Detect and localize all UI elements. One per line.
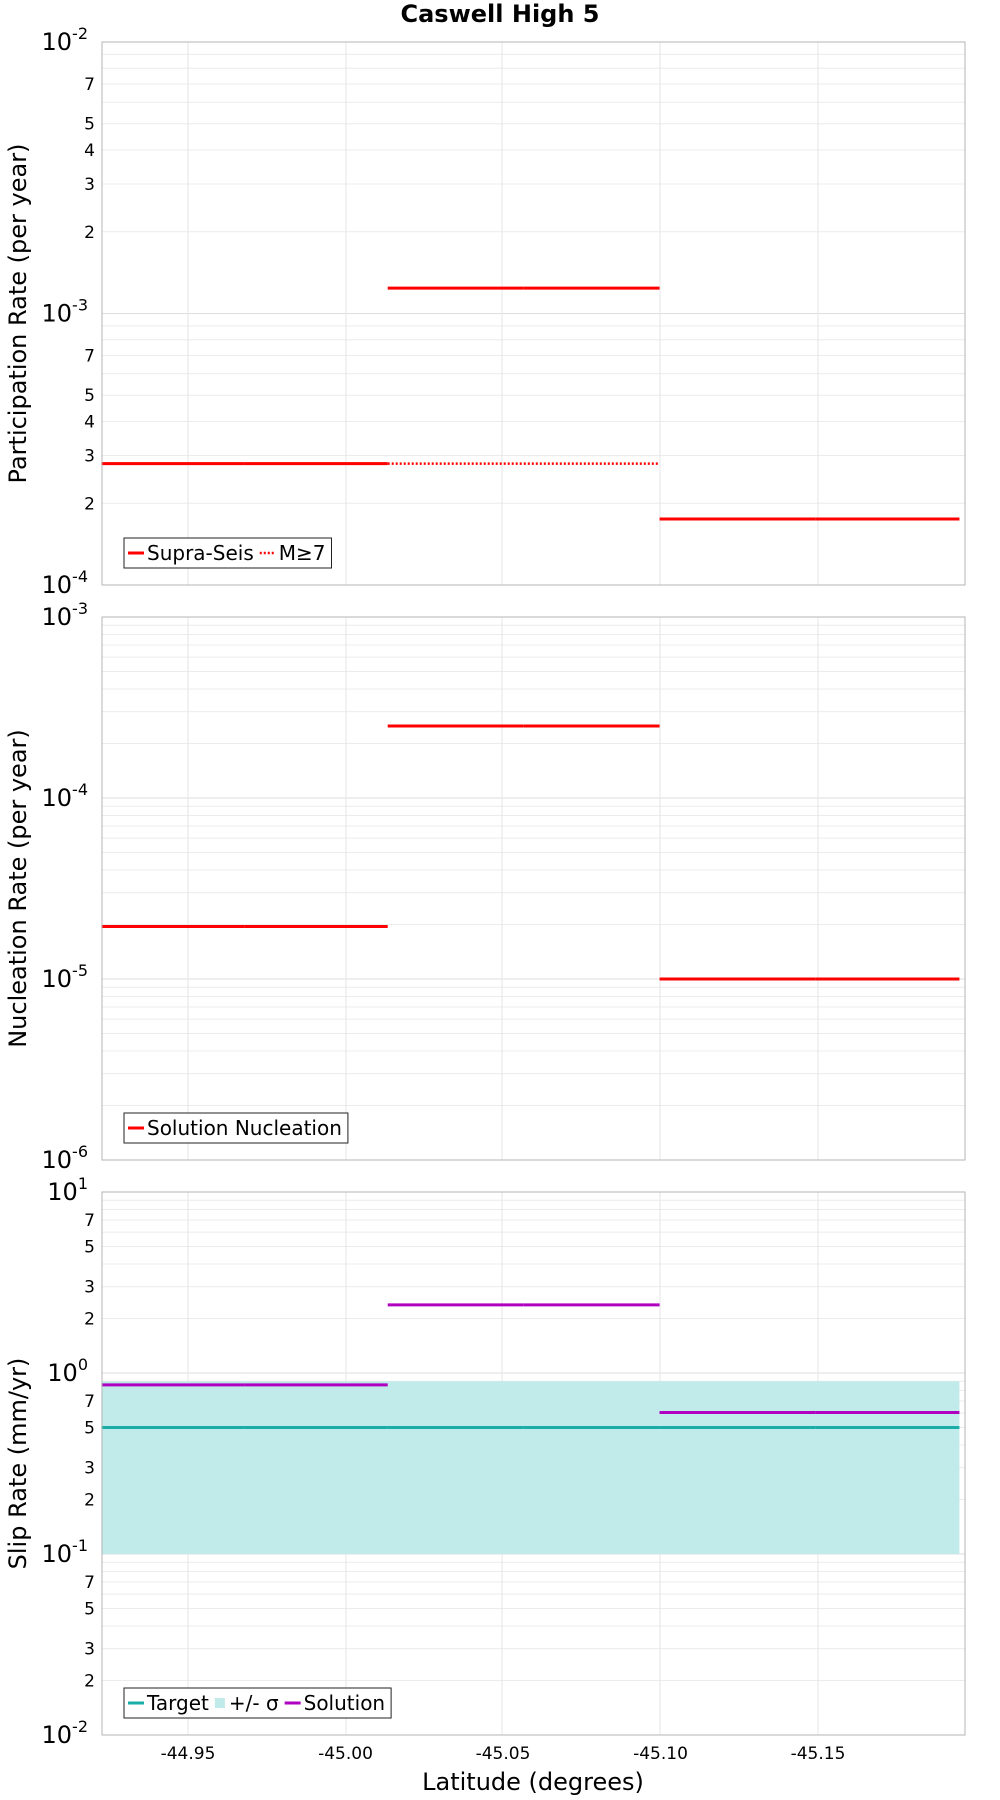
y-minor-tick-label: 4 [84,141,95,161]
plot-area [102,617,965,1160]
legend-frame [123,1687,392,1719]
legend-label: Target [146,1691,209,1715]
y-minor-tick-label: 2 [84,1310,95,1330]
y-decade-label: 100 [47,1355,88,1387]
y-decade-label: 10-4 [42,567,89,599]
y-decade-label: 10-1 [42,1536,89,1568]
x-axis-label: Latitude (degrees) [422,1768,644,1796]
legend: Supra-Seis M≥7 [123,537,332,569]
x-tick-label: -45.10 [633,1744,688,1764]
y-minor-tick-label: 3 [84,446,95,466]
y-minor-tick-label: 7 [84,1392,95,1412]
x-tick-label: -45.05 [476,1744,531,1764]
plot-frame [101,1191,966,1736]
y-minor-tick-label: 2 [84,223,95,243]
y-minor-tick-label: 5 [84,1237,95,1257]
legend: Target +/- σ Solution [123,1687,392,1719]
legend-label: Solution Nucleation [147,1116,342,1140]
y-minor-tick-label: 5 [84,1418,95,1438]
y-minor-tick-label: 3 [84,1640,95,1660]
panel-2: 10-3 10-4 10-5 10-6 Nucleation Rate (per yea… [4,599,966,1174]
legend-label: Solution [304,1691,385,1715]
legend-swatch-band [214,1698,225,1708]
y-decade-label: 10-2 [42,24,89,56]
x-tick-label: -45.15 [791,1744,846,1764]
y-minor-tick-label: 5 [84,115,95,135]
y-decade-label: 10-4 [42,780,89,812]
y-decade-label: 10-6 [42,1142,89,1174]
y-decade-label: 10-2 [42,1717,89,1749]
y-minor-tick-label: 7 [84,1573,95,1593]
plot-frame [101,616,966,1161]
x-tick-label: -45.00 [318,1744,373,1764]
legend-label: M≥7 [279,541,326,565]
panel-1: 10-2 10-3 10-4 7 5 4 3 2 7 5 4 3 2 Participation Rate… [4,24,966,599]
y-decade-label: 10-3 [42,296,89,328]
y-decade-label: 101 [47,1174,88,1206]
y-minor-tick-label: 2 [84,494,95,514]
y-minor-tick-label: 5 [84,1599,95,1619]
y-axis-label: Nucleation Rate (per year) [4,729,32,1048]
legend-label: +/- σ [229,1691,279,1715]
legend-frame [123,1112,349,1144]
y-minor-tick-label: 4 [84,413,95,433]
y-minor-tick-label: 3 [84,1459,95,1479]
y-minor-tick-label: 7 [84,347,95,367]
y-minor-tick-label: 7 [84,75,95,95]
legend-frame [123,537,332,569]
y-minor-tick-label: 3 [84,175,95,195]
y-minor-tick-label: 2 [84,1491,95,1511]
y-decade-label: 10-5 [42,961,89,993]
panel-3: 101 100 10-1 10-2 7 5 3 2 7 5 3 2 7 5 3 2 Slip Rate (mm/… [4,1174,966,1749]
y-decade-label: 10-3 [42,599,89,631]
y-axis-label: Slip Rate (mm/yr) [4,1358,32,1570]
y-minor-tick-label: 3 [84,1278,95,1298]
y-minor-tick-label: 2 [84,1672,95,1692]
y-minor-tick-label: 5 [84,386,95,406]
chart-title: Caswell High 5 [401,0,600,28]
legend-label: Supra-Seis [147,541,254,565]
plot-frame [101,41,966,586]
y-minor-tick-label: 7 [84,1211,95,1231]
x-tick-label: -44.95 [161,1744,216,1764]
y-axis-label: Participation Rate (per year) [4,144,32,484]
sigma-band [101,1381,960,1554]
legend: Solution Nucleation [123,1112,349,1144]
